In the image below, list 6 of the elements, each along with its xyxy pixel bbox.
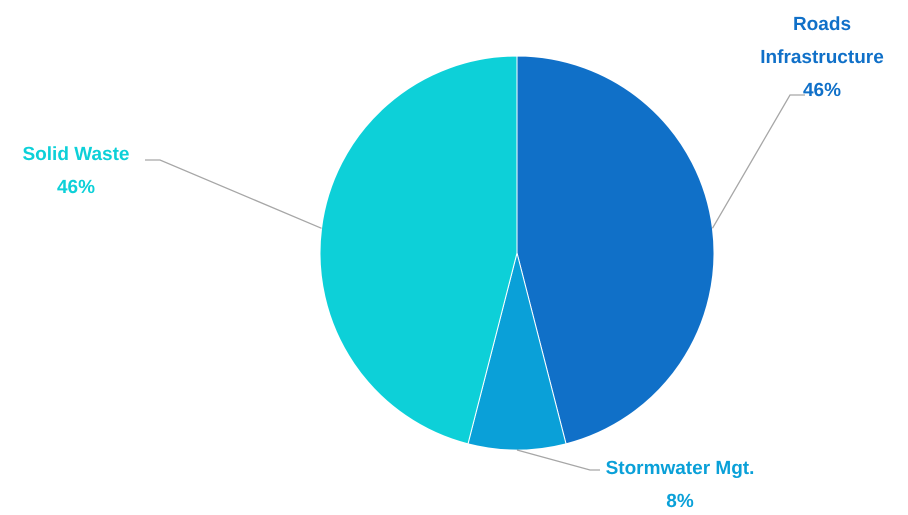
slice-label: Stormwater Mgt. xyxy=(606,458,754,479)
data-label: 8% xyxy=(666,491,694,512)
slice-label: Solid Waste xyxy=(22,144,130,165)
data-label: 46% xyxy=(802,80,842,101)
data-label: 46% xyxy=(56,177,96,198)
slice-label: Roads Infrastructure xyxy=(760,14,884,68)
